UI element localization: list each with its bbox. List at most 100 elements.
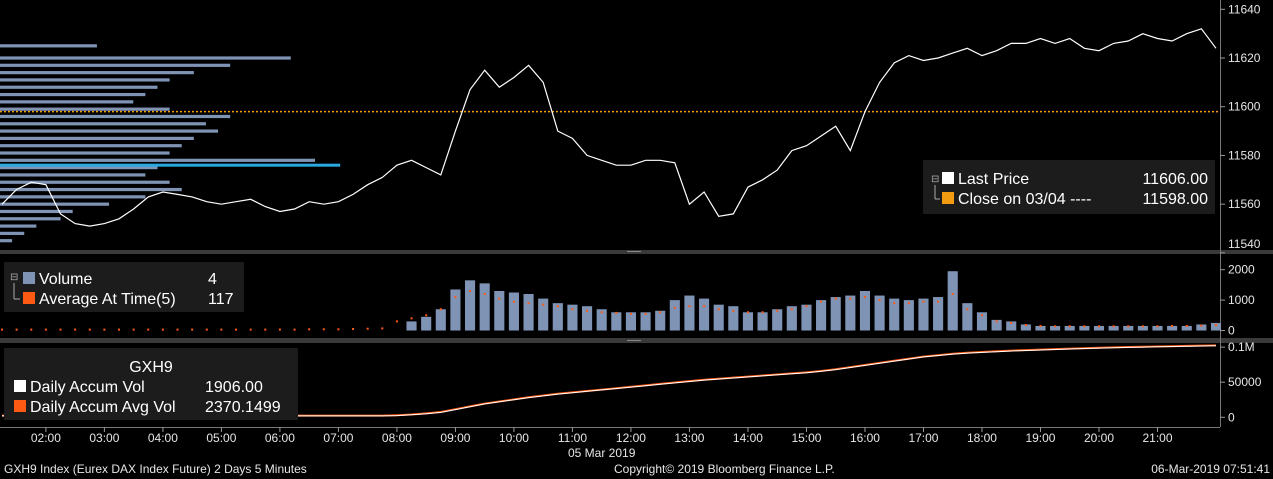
avg-at-time-dot [790,308,793,311]
volume-bar [1210,322,1222,331]
avg-at-time-dot [644,312,647,315]
avg-at-time-dot [600,311,603,314]
avg-at-time-dot [834,297,837,300]
volume-bar [1123,325,1134,331]
splitter-grip-icon[interactable] [627,340,641,341]
avg-at-time-dot [278,328,281,331]
volume-profile-bar [0,44,97,48]
splitter-grip-icon[interactable] [627,251,641,252]
avg-at-time-dot [1054,325,1057,328]
volume-profile-bar [0,56,291,60]
volume-bar [508,292,519,331]
last-price-label: Last Price [958,171,1029,188]
avg-at-time-dot [366,327,369,330]
avg-at-time-dot [205,328,208,331]
avg-at-time-dot [308,328,311,331]
avg-at-time-dot [995,320,998,323]
volume-bar [786,306,797,331]
volume-tick-label: 1000 [1228,293,1255,307]
avg-at-time-dot [863,296,866,299]
daily-accum-vol-label: Daily Accum Vol [30,379,145,396]
volume-profile-bar [0,187,182,192]
volume-bar [1137,325,1148,331]
price-tick-label: 11540 [1228,237,1261,251]
avg-at-time-dot [717,308,720,311]
volume-bar [1196,324,1207,331]
volume-bar [464,280,476,331]
volume-bar [713,304,724,331]
avg-at-time-dot [673,306,676,309]
accum-tick-label: 50000 [1228,375,1262,389]
avg-at-time-dot [849,297,852,300]
close-value: 11598.00 [1142,191,1208,208]
volume-bar [684,295,695,331]
avg-at-time-dot [118,328,121,331]
avg-at-time-dot [1156,325,1159,328]
time-tick-label: 16:00 [850,431,880,445]
avg-at-time-dot [220,328,223,331]
daily-accum-vol-value: 1906.00 [205,379,263,396]
avg-at-time-dot [1010,321,1013,324]
volume-tick-label: 2000 [1228,263,1255,277]
avg-at-time-dot [103,328,106,331]
avg-at-time-dot [1097,325,1100,328]
avg-at-time-dot [1127,325,1130,328]
volume-profile-bar [0,85,158,89]
volume-bar [523,294,534,331]
volume-profile-bar [0,114,231,119]
avg-at-time-dot [922,300,925,303]
volume-bar [772,309,783,331]
legend-collapse-icon[interactable]: ⊟ [10,272,18,283]
volume-bar [1064,325,1075,331]
legend-collapse-icon[interactable]: ⊟ [931,174,939,185]
time-tick-label: 08:00 [382,431,412,445]
volume-legend-box [4,262,244,312]
avg-at-time-dot [498,297,501,300]
avg-at-time-value: 117 [208,291,234,308]
volume-bar [962,303,973,331]
footer-security-description: GXH9 Index (Eurex DAX Index Future) 2 Da… [4,462,307,476]
volume-profile-bar [0,122,206,126]
price-tick-label: 11560 [1228,197,1261,211]
volume-bar [1167,325,1178,331]
avg-at-time-dot [59,328,62,331]
daily-accum-avg-swatch [14,400,26,412]
time-tick-label: 12:00 [616,431,646,445]
volume-profile-bar [0,166,158,170]
time-tick-label: 21:00 [1142,431,1172,445]
avg-at-time-dot [191,328,194,331]
accum-legend-title: GXH9 [129,359,173,376]
volume-bar [596,309,607,331]
avg-at-time-dot [161,328,164,331]
volume-bar [611,312,622,331]
bloomberg-chart: 11540 11560 11580 11600 11620 11640 0 1000 2000 0… [0,0,1273,460]
volume-bar [669,300,680,331]
avg-at-time-dot [1171,324,1174,327]
volume-bar [421,316,432,331]
volume-bar [1035,325,1046,331]
volume-profile-bar [0,151,170,155]
avg-at-time-dot [776,309,779,312]
time-tick-label: 04:00 [148,431,178,445]
time-tick-label: 02:00 [31,431,61,445]
avg-at-time-dot [586,309,589,312]
avg-at-time-dot [293,328,296,331]
volume-profile-bar [0,195,146,199]
volume-profile-bar [0,239,13,243]
avg-at-time-dot [966,308,969,311]
volume-bar [450,289,461,331]
volume-bar [991,319,1002,331]
daily-accum-vol-swatch [14,380,26,392]
avg-at-time-dot [820,300,823,303]
accum-legend: GXH9 Daily Accum Vol 1906.00 Daily Accum… [4,348,298,420]
volume-profile-bar [0,92,146,97]
volume-profile-highlight [0,163,341,167]
volume-value: 4 [208,271,217,288]
volume-profile-bar [0,224,37,228]
daily-accum-avg-value: 2370.1499 [205,399,281,416]
price-tick-label: 11580 [1228,148,1261,162]
avg-at-time-dot [1185,324,1188,327]
avg-at-time-dot [88,328,91,331]
avg-at-time-dot [571,308,574,311]
volume-bar [1050,325,1061,331]
